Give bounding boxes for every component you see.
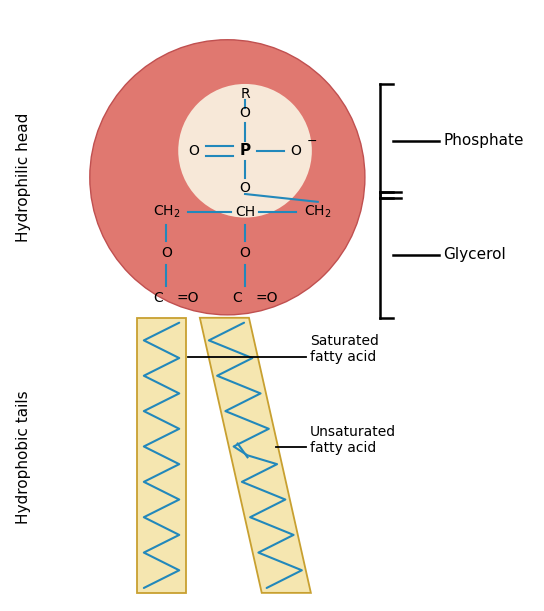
Text: O: O [239, 106, 250, 120]
Text: Hydrophobic tails: Hydrophobic tails [15, 390, 30, 524]
Text: CH$_2$: CH$_2$ [304, 203, 331, 220]
Text: Glycerol: Glycerol [443, 247, 506, 262]
Circle shape [178, 84, 312, 218]
Text: Hydrophilic head: Hydrophilic head [15, 112, 30, 242]
Polygon shape [200, 318, 311, 593]
Text: O: O [161, 246, 172, 260]
Text: Saturated
fatty acid: Saturated fatty acid [310, 334, 379, 364]
Text: R: R [240, 87, 250, 101]
Text: C: C [232, 291, 242, 305]
Text: Unsaturated
fatty acid: Unsaturated fatty acid [310, 425, 396, 455]
Polygon shape [137, 318, 186, 593]
Text: C: C [154, 291, 163, 305]
Text: O: O [189, 144, 200, 158]
Text: O: O [239, 181, 250, 195]
Text: −: − [307, 134, 317, 147]
Text: O: O [290, 144, 301, 158]
Text: =O: =O [177, 291, 199, 305]
Text: CH: CH [235, 205, 255, 219]
Text: Phosphate: Phosphate [443, 133, 524, 148]
Circle shape [90, 40, 365, 315]
Text: =O: =O [255, 291, 278, 305]
Text: O: O [239, 246, 250, 260]
Text: P: P [239, 143, 251, 158]
Text: CH$_2$: CH$_2$ [153, 203, 180, 220]
